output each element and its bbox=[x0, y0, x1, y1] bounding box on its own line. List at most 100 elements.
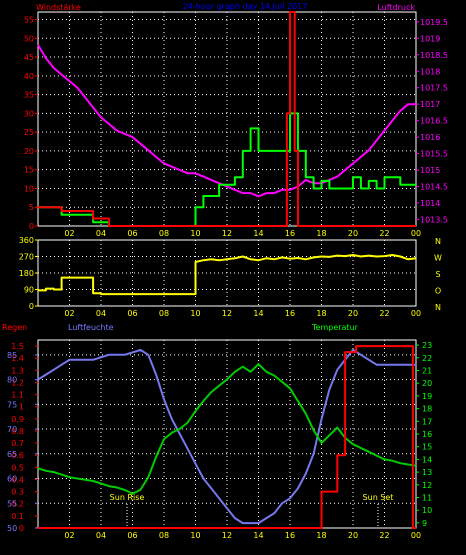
y-tick-label: 0.7 bbox=[11, 439, 24, 448]
humidity-line bbox=[37, 348, 416, 525]
y-tick-label: 0.8 bbox=[11, 427, 24, 436]
y-tick-label: 1015 bbox=[420, 166, 440, 175]
x-tick-label: 20 bbox=[348, 229, 358, 238]
y-tick-label: 5 bbox=[29, 203, 34, 212]
x-tick-label: 10 bbox=[190, 309, 200, 318]
y-tick-label: 15 bbox=[422, 443, 432, 452]
x-tick-label: 12 bbox=[222, 531, 232, 540]
y-tick-label: 1018.5 bbox=[420, 51, 448, 60]
y-tick-label: 0 bbox=[29, 302, 34, 311]
y-tick-label: 0.1 bbox=[11, 512, 24, 521]
x-tick-label: 18 bbox=[316, 229, 326, 238]
wind-axis-label: Windstärke bbox=[36, 3, 81, 12]
y-tick-label: 1.2 bbox=[11, 378, 24, 387]
rain-humidity-temperature-panel: Regen Luftfeuchte Temperatur 0 0.1 0.2 0.3 0… bbox=[2, 323, 432, 540]
y-tick-label: 360 bbox=[19, 236, 34, 245]
sun-markers: Sun Rise Sun Set bbox=[110, 493, 393, 526]
y-tick-label: 1.1 bbox=[11, 391, 24, 400]
pressure-line bbox=[37, 44, 416, 198]
y-tick-label: 21 bbox=[422, 366, 432, 375]
x-tick-label: 10 bbox=[190, 229, 200, 238]
y-tick-label: 1.4 bbox=[11, 354, 24, 363]
y-tick-label: 0.2 bbox=[11, 500, 24, 509]
y-tick-label: 10 bbox=[24, 184, 34, 193]
y-tick-label: 16 bbox=[422, 430, 432, 439]
y-tick-label: 60 bbox=[7, 475, 17, 484]
climate-series bbox=[37, 345, 417, 529]
y-tick-label: 9 bbox=[422, 519, 427, 528]
y-tick-label: 1014 bbox=[420, 199, 440, 208]
x-tick-label: 12 bbox=[222, 229, 232, 238]
x-tick-label: 16 bbox=[285, 309, 295, 318]
y-tick-label: 12 bbox=[422, 481, 432, 490]
y-tick-label: 19 bbox=[422, 392, 432, 401]
x-tick-label: 10 bbox=[190, 531, 200, 540]
temperature-axis-label: Temperatur bbox=[311, 323, 359, 332]
x-tick-label: 12 bbox=[222, 309, 232, 318]
wind-x-ticks: 02 04 06 08 10 12 14 16 18 20 22 00 bbox=[64, 229, 421, 238]
y-tick-label: 1019.5 bbox=[420, 18, 448, 27]
x-tick-label: 02 bbox=[64, 531, 74, 540]
y-tick-label: 1.3 bbox=[11, 366, 24, 375]
x-tick-label: 08 bbox=[159, 309, 169, 318]
x-tick-label: 02 bbox=[64, 229, 74, 238]
y-tick-label: 0.5 bbox=[11, 463, 24, 472]
x-tick-label: 00 bbox=[411, 309, 421, 318]
x-tick-label: 14 bbox=[253, 309, 263, 318]
x-tick-label: 16 bbox=[285, 531, 295, 540]
chart-title: 24-hour graph day 14.Juli 2017 bbox=[183, 2, 308, 11]
y-tick-label: 270 bbox=[19, 253, 34, 262]
compass-label: S bbox=[435, 270, 440, 279]
y-tick-label: 15 bbox=[24, 166, 34, 175]
x-tick-label: 04 bbox=[96, 309, 106, 318]
y-tick-label: 1013.5 bbox=[420, 215, 448, 224]
x-tick-label: 14 bbox=[253, 229, 263, 238]
x-tick-label: 18 bbox=[316, 531, 326, 540]
y-tick-label: 85 bbox=[7, 351, 17, 360]
humidity-y-ticks: 50 55 60 65 70 75 80 85 bbox=[7, 351, 38, 533]
y-tick-label: 1014.5 bbox=[420, 182, 448, 191]
y-tick-label: 25 bbox=[24, 128, 34, 137]
direction-series bbox=[38, 254, 417, 296]
humidity-axis-label: Luftfeuchte bbox=[68, 323, 114, 332]
y-tick-label: 0 bbox=[19, 524, 24, 533]
pressure-axis-label: Luftdruck bbox=[377, 3, 415, 12]
wind-plot-area bbox=[37, 11, 417, 227]
direction-y-ticks: 0 90 180 270 360 bbox=[19, 236, 38, 311]
x-tick-label: 04 bbox=[96, 531, 106, 540]
temperature-line bbox=[37, 363, 417, 495]
y-tick-label: 1.5 bbox=[11, 342, 24, 351]
sun-rise-label: Sun Rise bbox=[110, 493, 145, 502]
y-tick-label: 90 bbox=[24, 286, 34, 295]
x-tick-label: 18 bbox=[316, 309, 326, 318]
x-tick-label: 06 bbox=[127, 229, 137, 238]
y-tick-label: 20 bbox=[422, 379, 432, 388]
rain-axis-label: Regen bbox=[2, 323, 27, 332]
x-tick-label: 06 bbox=[127, 531, 137, 540]
y-tick-label: 14 bbox=[422, 455, 432, 464]
y-tick-label: 13 bbox=[422, 468, 432, 477]
rain-y-ticks: 0 0.1 0.2 0.3 0.4 0.5 0.6 0.7 0.8 0.9 1 1.1 1.2 1.3 1.… bbox=[11, 342, 38, 533]
y-tick-label: 50 bbox=[7, 524, 17, 533]
x-tick-label: 08 bbox=[159, 229, 169, 238]
x-tick-label: 22 bbox=[379, 229, 389, 238]
x-tick-label: 20 bbox=[348, 531, 358, 540]
y-tick-label: 17 bbox=[422, 417, 432, 426]
x-tick-label: 06 bbox=[127, 309, 137, 318]
x-tick-label: 14 bbox=[253, 531, 263, 540]
rain-line bbox=[38, 345, 416, 529]
climate-x-ticks: 02 04 06 08 10 12 14 16 18 20 22 00 bbox=[64, 531, 421, 540]
x-tick-label: 20 bbox=[348, 309, 358, 318]
x-tick-label: 02 bbox=[64, 309, 74, 318]
y-tick-label: 0.3 bbox=[11, 488, 24, 497]
wind-pressure-panel: 24-hour graph day 14.Juli 2017 Windstärk… bbox=[24, 2, 448, 238]
y-tick-label: 45 bbox=[24, 53, 34, 62]
y-tick-label: 1019 bbox=[420, 34, 440, 43]
wind-y-ticks: 0 5 10 15 20 25 30 35 40 45 50 55 bbox=[24, 16, 38, 231]
y-tick-label: 1015.5 bbox=[420, 150, 448, 159]
y-tick-label: 1016 bbox=[420, 133, 440, 142]
direction-x-ticks: 02 04 06 08 10 12 14 16 18 20 22 00 bbox=[64, 309, 421, 318]
compass-label: N bbox=[435, 237, 441, 246]
